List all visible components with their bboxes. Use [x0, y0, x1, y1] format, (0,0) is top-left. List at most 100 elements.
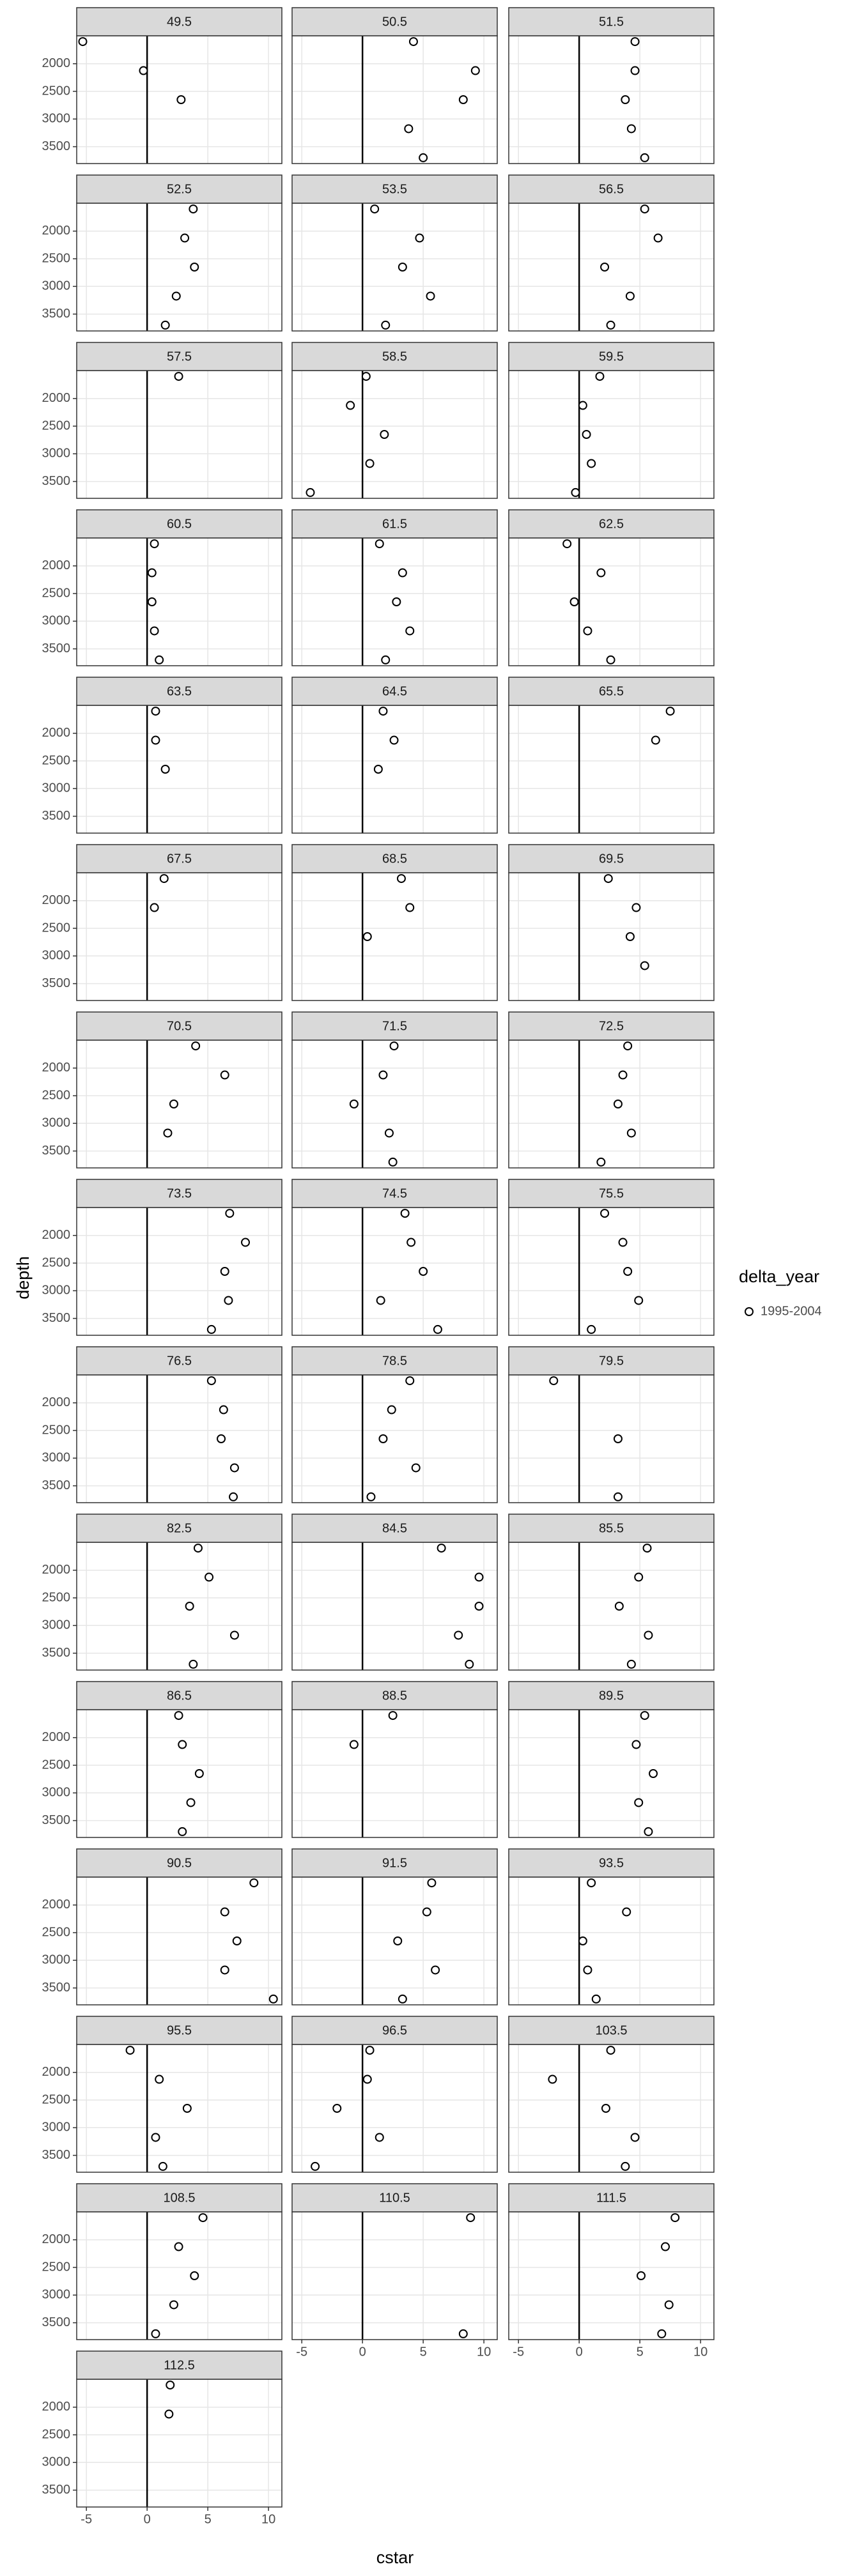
point	[587, 1324, 596, 1334]
panel-background	[292, 1208, 497, 1335]
point	[631, 1740, 641, 1749]
y-tick-label: 3500	[42, 1144, 71, 1158]
point	[630, 37, 640, 47]
point	[470, 66, 480, 75]
point	[596, 568, 606, 578]
point	[665, 707, 675, 716]
point	[249, 1878, 259, 1888]
point	[630, 66, 640, 75]
panel-background	[77, 1542, 282, 1670]
strip	[76, 1179, 282, 1208]
point	[587, 459, 596, 468]
point	[224, 1296, 233, 1305]
strip-label: 76.5	[167, 1354, 192, 1368]
point	[626, 124, 636, 134]
point	[176, 95, 186, 104]
strip	[76, 7, 282, 36]
y-tick-label: 3500	[42, 1813, 71, 1827]
y-tick-label: 2000	[42, 1897, 71, 1912]
point	[381, 320, 391, 330]
strip	[508, 1011, 715, 1041]
y-tick-label: 2000	[42, 1395, 71, 1409]
panel-background	[292, 705, 497, 833]
point	[174, 2242, 183, 2251]
panel-background	[292, 1542, 497, 1670]
point	[158, 2161, 167, 2171]
strip	[291, 1848, 498, 1878]
strip	[508, 2183, 715, 2212]
strip	[508, 1346, 715, 1376]
panel-background	[292, 1040, 497, 1168]
strip	[291, 342, 498, 371]
point	[219, 1405, 228, 1414]
point	[147, 597, 157, 606]
strip-label: 58.5	[382, 349, 407, 364]
point	[419, 1267, 428, 1276]
strip-label: 57.5	[167, 349, 192, 364]
point	[623, 1041, 633, 1051]
point	[164, 2409, 174, 2419]
y-tick-label: 2000	[42, 2400, 71, 2414]
strip	[76, 2183, 282, 2212]
point	[613, 1434, 623, 1443]
point	[640, 153, 649, 162]
y-tick-label: 2000	[42, 1730, 71, 1744]
point	[150, 626, 159, 636]
point	[229, 1492, 238, 1501]
strip	[76, 1681, 282, 1710]
point	[651, 735, 660, 745]
point	[182, 2104, 192, 2113]
point	[411, 1463, 421, 1473]
y-tick-label: 2500	[42, 921, 71, 935]
point	[375, 2133, 384, 2142]
panel-background	[509, 1710, 714, 1837]
panel-background	[509, 705, 714, 833]
point	[150, 903, 159, 912]
point	[664, 2300, 674, 2310]
point	[578, 401, 587, 410]
panel-background	[509, 203, 714, 331]
strip-label: 108.5	[163, 2191, 195, 2205]
point	[155, 2074, 164, 2084]
y-tick-label: 2000	[42, 893, 71, 907]
strip-label: 82.5	[167, 1521, 192, 1535]
panel-background	[509, 371, 714, 498]
point	[419, 153, 428, 162]
strip-label: 75.5	[599, 1186, 624, 1200]
strip-label: 52.5	[167, 182, 192, 196]
panel-background	[292, 1710, 497, 1837]
strip	[76, 677, 282, 706]
point	[548, 2074, 557, 2084]
strip-label: 51.5	[599, 15, 624, 29]
point	[268, 1994, 278, 2004]
panel-background	[77, 1710, 282, 1837]
point	[623, 1267, 633, 1276]
point	[653, 233, 663, 243]
strip	[291, 1179, 498, 1208]
x-tick-label: 10	[261, 2512, 275, 2526]
strip-label: 71.5	[382, 1019, 407, 1033]
point	[640, 1711, 649, 1721]
strip-label: 49.5	[167, 15, 192, 29]
x-tick-label: 5	[205, 2512, 212, 2526]
point	[637, 2271, 646, 2280]
strip-label: 84.5	[382, 1521, 407, 1535]
strip-label: 73.5	[167, 1186, 192, 1200]
strip	[76, 2016, 282, 2045]
y-tick-label: 3000	[42, 2288, 71, 2302]
point	[422, 1907, 431, 1917]
strip-label: 112.5	[164, 2358, 195, 2372]
panel-background	[77, 538, 282, 666]
point	[346, 401, 355, 410]
strip	[508, 677, 715, 706]
point	[426, 291, 435, 301]
point	[427, 1878, 437, 1888]
point	[613, 1492, 623, 1501]
point	[634, 1798, 644, 1807]
strip	[508, 509, 715, 539]
strip	[76, 1011, 282, 1041]
point	[466, 2213, 476, 2223]
y-tick-label: 3500	[42, 1478, 71, 1492]
point	[415, 233, 424, 243]
